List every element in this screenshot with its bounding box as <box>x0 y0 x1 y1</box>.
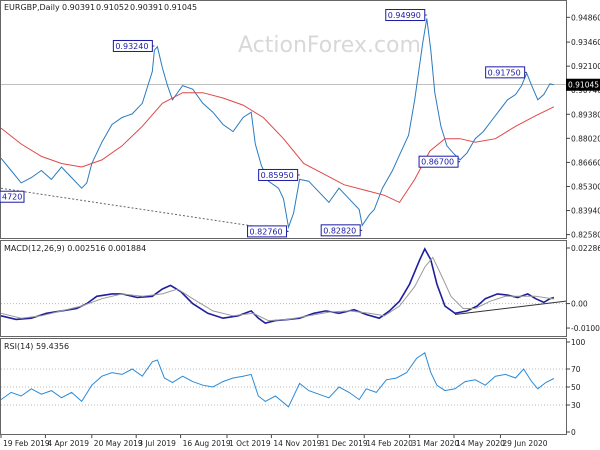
price-ohlc-low: 0.90391 <box>130 3 163 12</box>
series-line <box>0 18 555 230</box>
price-annotation-label: 0.86700 <box>421 158 454 167</box>
price-panel-frame <box>0 0 567 239</box>
y-tick-label: 50 <box>571 383 581 392</box>
current-price-label: 0.91045 <box>568 81 599 90</box>
price-annotation-label: 0.82760 <box>250 227 283 236</box>
price-annotation-label: 0.82820 <box>323 226 356 235</box>
price-ohlc-high: 0.91052 <box>96 3 129 12</box>
watermark-text: ActionForex.com <box>238 33 421 58</box>
y-tick-label: 70 <box>571 365 581 374</box>
y-tick-label: 30 <box>571 401 581 410</box>
x-tick-label: 31 Mar 2020 <box>412 439 460 448</box>
x-tick-label: 16 Aug 2019 <box>183 439 231 448</box>
x-tick-label: 3 Jul 2019 <box>138 439 176 448</box>
price-annotation-label: 0.85950 <box>261 171 294 180</box>
trendline <box>454 300 567 316</box>
x-tick-label: 20 May 2019 <box>94 439 143 448</box>
y-tick-label: 0 <box>571 428 576 437</box>
price-annotation-label: 0.94990 <box>388 11 421 20</box>
y-tick-label: 0.85300 <box>571 182 600 191</box>
price-annotation-label: 0.93240 <box>115 42 148 51</box>
rsi-title: RSI(14) 59.4356 <box>4 342 69 351</box>
y-tick-label: 0.93460 <box>571 38 600 47</box>
x-tick-label: 29 Jun 2020 <box>502 439 547 448</box>
x-tick-label: 4 Apr 2019 <box>47 439 89 448</box>
price-title: EURGBP,Daily <box>4 3 60 12</box>
y-tick-label: -0.010052 <box>571 324 600 333</box>
series-line <box>0 247 555 324</box>
y-tick-label: 0.83940 <box>571 207 600 216</box>
y-tick-label: 0.00 <box>571 300 588 309</box>
y-tick-label: 0.89380 <box>571 110 600 119</box>
series-lines <box>0 18 567 408</box>
y-tick-label: 0.82580 <box>571 231 600 240</box>
price-annotation-label: 0.91750 <box>488 68 521 77</box>
x-tick-label: 31 Dec 2019 <box>320 439 368 448</box>
y-tick-label: 0.022862 <box>571 244 600 253</box>
x-tick-label: 1 Oct 2019 <box>229 439 271 448</box>
macd-panel-frame <box>0 240 567 337</box>
x-tick-label: 14 Feb 2020 <box>366 439 413 448</box>
x-tick-label: 19 Feb 2019 <box>3 439 50 448</box>
gridlines <box>1 84 566 406</box>
series-line <box>0 256 554 322</box>
y-tick-label: 100 <box>571 338 586 347</box>
current-price-tag <box>566 78 600 91</box>
x-tick-label: 14 Nov 2019 <box>273 439 321 448</box>
price-annotations: 0.91045 0.93240 0.94990 0.91750 0.86700 0.859… <box>0 9 600 238</box>
y-axis-ticks: 0.948600.934600.921000.907400.893800.880… <box>566 13 600 437</box>
y-tick-label: 0.94860 <box>571 13 600 22</box>
price-ohlc-open: 0.90391 <box>62 3 95 12</box>
x-tick-label: 14 May 2020 <box>456 439 505 448</box>
macd-title: MACD(12,26,9) 0.002516 0.001884 <box>4 244 146 253</box>
series-line <box>0 92 555 204</box>
series-line <box>0 352 555 408</box>
y-tick-label: 0.92100 <box>571 62 600 71</box>
trendline <box>0 187 289 232</box>
y-tick-label: 0.88020 <box>571 134 600 143</box>
price-ohlc-close: 0.91045 <box>164 3 197 12</box>
price-annotation-label: 4720 <box>2 193 22 202</box>
y-tick-label: 0.86660 <box>571 158 600 167</box>
price-annotation-box <box>0 190 25 203</box>
